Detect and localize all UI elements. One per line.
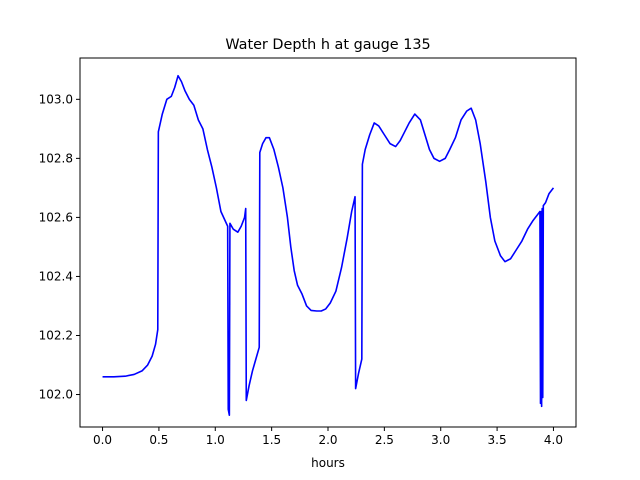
chart-title: Water Depth h at gauge 135	[225, 37, 430, 53]
y-tick-label: 103.0	[39, 92, 73, 106]
y-tick-label: 102.8	[39, 151, 73, 165]
x-axis: 0.0 0.5 1.0 1.5 2.0 2.5 3.0 3.5 4.0	[93, 427, 563, 447]
x-tick-label: 2.5	[375, 433, 394, 447]
y-tick-label: 102.0	[39, 388, 73, 402]
x-tick-label: 0.0	[93, 433, 112, 447]
plot-area	[102, 74, 555, 416]
x-tick-label: 1.0	[206, 433, 225, 447]
y-tick-label: 102.4	[39, 269, 73, 283]
x-axis-label: hours	[311, 456, 345, 470]
y-axis: 102.0 102.2 102.4 102.6 102.8 103.0	[39, 92, 80, 402]
y-tick-label: 102.2	[39, 328, 73, 342]
x-tick-label: 0.5	[149, 433, 168, 447]
y-tick-label: 102.6	[39, 210, 73, 224]
x-tick-label: 1.5	[262, 433, 281, 447]
x-tick-label: 4.0	[544, 433, 563, 447]
x-tick-label: 2.0	[318, 433, 337, 447]
series-line-0	[102, 74, 555, 416]
x-tick-label: 3.0	[431, 433, 450, 447]
x-tick-label: 3.5	[488, 433, 507, 447]
